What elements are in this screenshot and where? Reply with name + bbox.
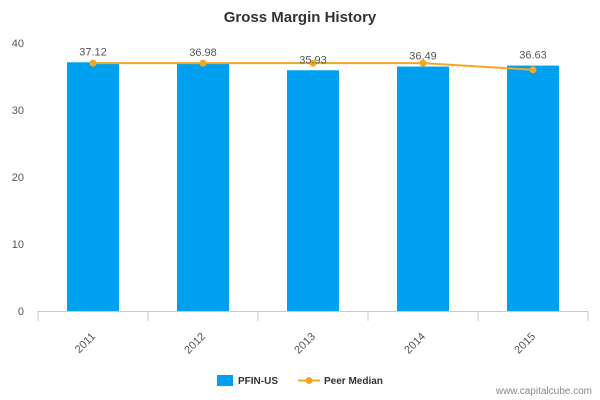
line-point [529, 66, 537, 74]
x-tick-label: 2014 [402, 331, 428, 357]
line-point [199, 59, 207, 67]
bar [67, 62, 119, 311]
data-label: 36.98 [189, 47, 217, 59]
legend-swatch-marker [305, 377, 313, 384]
legend-swatch-bar [217, 375, 233, 386]
y-tick-label: 10 [12, 239, 24, 251]
chart-title: Gross Margin History [224, 9, 377, 26]
line-point [419, 59, 427, 67]
data-label: 37.12 [79, 46, 107, 58]
y-tick-label: 0 [18, 306, 24, 318]
data-labels: 37.12 36.98 35.93 36.49 36.63 [79, 46, 547, 66]
x-tick-label: 2015 [512, 331, 538, 357]
y-axis: 0 10 20 30 40 [12, 38, 24, 318]
legend-label-line: Peer Median [324, 376, 383, 387]
data-label: 36.63 [519, 50, 547, 62]
legend-label-bar: PFIN-US [238, 376, 278, 387]
line-point [309, 59, 317, 67]
x-tick-label: 2012 [182, 331, 208, 357]
x-axis: 2011 2012 2013 2014 2015 [37, 311, 589, 357]
y-tick-label: 30 [12, 105, 24, 117]
bar [287, 70, 339, 311]
bar [177, 63, 229, 311]
data-label: 36.49 [409, 51, 437, 63]
y-tick-label: 40 [12, 38, 24, 50]
y-tick-label: 20 [12, 172, 24, 184]
bar-series [67, 62, 559, 311]
line-point [89, 59, 97, 67]
data-label: 35.93 [299, 54, 327, 66]
x-tick-label: 2013 [292, 331, 318, 357]
bar [507, 65, 559, 311]
line-series [89, 59, 537, 74]
x-tick-label: 2011 [73, 331, 98, 356]
legend: PFIN-US Peer Median [217, 375, 383, 387]
bar [397, 66, 449, 311]
watermark-text: www.capitalcube.com [495, 386, 592, 397]
